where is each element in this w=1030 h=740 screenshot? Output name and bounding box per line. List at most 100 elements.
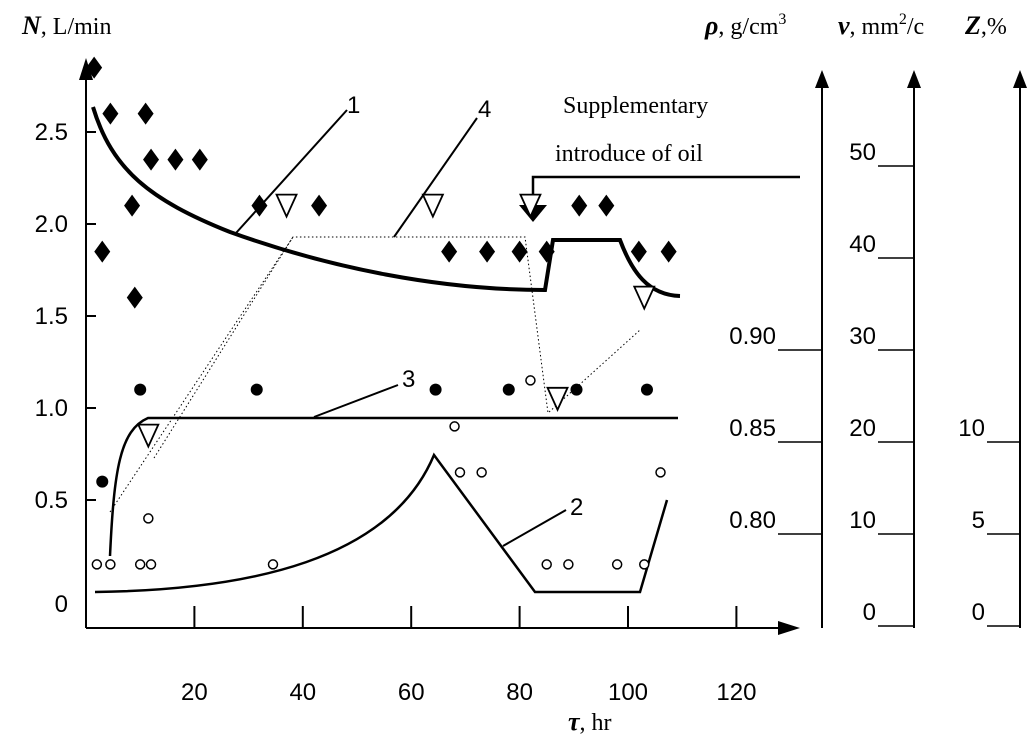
left-axis-arrow xyxy=(79,58,93,80)
nu-axis-arrow xyxy=(907,70,921,88)
nu-tick-label-4: 40 xyxy=(849,231,876,258)
curve-label-1-leader xyxy=(235,109,348,234)
left-tick-label-0: 0 xyxy=(55,591,68,618)
x-axis-ticks: 20 40 60 80 100 120 xyxy=(181,606,756,706)
z-axis-arrow xyxy=(1013,70,1027,88)
series-2-point-9 xyxy=(541,559,552,570)
z-tick-label-0: 0 xyxy=(972,599,985,626)
nu-tick-label-1: 10 xyxy=(849,507,876,534)
series-2-point-14 xyxy=(525,375,536,386)
series-1-point-10 xyxy=(311,194,328,217)
series-1-point-18 xyxy=(660,240,677,263)
series-3-point-2 xyxy=(250,383,263,396)
x-tick-label-20: 20 xyxy=(181,679,208,706)
left-tick-label-3: 1.5 xyxy=(35,303,68,330)
curve-label-1: 1 xyxy=(347,92,360,119)
x-tick-label-100: 100 xyxy=(608,679,648,706)
curve-1 xyxy=(91,106,681,298)
rho-axis-label: ρ, g/cm3 xyxy=(704,11,786,40)
rho-axis-arrow xyxy=(815,70,829,88)
z-tick-label-1: 5 xyxy=(972,507,985,534)
curve-label-3-leader xyxy=(313,384,399,418)
series-4-point-5 xyxy=(632,285,656,311)
annotation-pointer xyxy=(531,175,800,207)
series-2-point-3 xyxy=(145,559,157,570)
series-4-point-2 xyxy=(421,193,445,219)
curve-label-2-leader xyxy=(502,509,567,547)
series-1-point-2 xyxy=(102,102,119,125)
series-3-point-6 xyxy=(640,383,653,396)
left-tick-label-1: 0.5 xyxy=(35,487,68,514)
series-2-point-10 xyxy=(563,559,574,570)
curve-3 xyxy=(108,416,678,557)
rho-tick-label-1: 0.85 xyxy=(729,415,776,442)
series-2-point-5 xyxy=(267,559,279,570)
curve-label-3: 3 xyxy=(402,366,415,393)
series-2-point-1 xyxy=(105,559,116,570)
curve-label-4: 4 xyxy=(478,96,491,123)
nu-tick-label-3: 30 xyxy=(849,323,876,350)
nu-tick-label-0: 0 xyxy=(863,599,876,626)
z-tick-label-2: 10 xyxy=(958,415,985,442)
nu-tick-label-2: 20 xyxy=(849,415,876,442)
series-1-point-6 xyxy=(143,148,160,171)
series-1-point-0 xyxy=(86,56,103,79)
left-tick-label-4: 2.0 xyxy=(35,211,68,238)
series-2-point-11 xyxy=(611,559,623,570)
series-2-point-0 xyxy=(91,559,103,570)
curve-2 xyxy=(94,452,669,594)
series-1-point-9 xyxy=(251,194,268,217)
series-2-point-4 xyxy=(143,513,154,524)
x-tick-label-120: 120 xyxy=(716,679,756,706)
series-3-point-4 xyxy=(502,383,515,396)
z-axis-label: Z,% xyxy=(964,11,1007,40)
curve-4-branch xyxy=(109,236,294,513)
series-4-point-1 xyxy=(275,193,298,219)
series-2-point-12 xyxy=(639,559,650,570)
left-tick-label-5: 2.5 xyxy=(35,119,68,146)
left-axis-label: N, L/min xyxy=(21,11,111,40)
series-1-point-8 xyxy=(191,148,208,171)
x-tick-label-60: 60 xyxy=(398,679,425,706)
curve-label-4-leader xyxy=(393,117,478,238)
nu-axis-label: ν, mm2/c xyxy=(838,11,924,40)
left-axis-ticks: 0 0.5 1.0 1.5 2.0 2.5 xyxy=(35,119,96,618)
series-1-point-7 xyxy=(167,148,184,171)
series-4-point-4 xyxy=(546,386,569,412)
x-axis-arrow xyxy=(778,621,800,635)
x-tick-label-80: 80 xyxy=(506,679,533,706)
series-2-point-13 xyxy=(655,467,666,478)
series-2-point-8 xyxy=(476,467,487,478)
curve-4 xyxy=(153,236,641,459)
series-3-point-0 xyxy=(96,475,109,488)
markers xyxy=(86,56,677,570)
annotation-line-2: introduce of oil xyxy=(555,141,703,167)
annotation-arrowhead xyxy=(519,205,547,222)
series-1-point-15 xyxy=(571,194,588,217)
series-4-point-3 xyxy=(519,193,542,219)
series-1-point-14 xyxy=(538,240,555,263)
series-3-point-5 xyxy=(570,383,583,396)
series-1-point-3 xyxy=(124,194,141,217)
series-2-point-7 xyxy=(454,467,466,478)
series-1-point-4 xyxy=(126,286,143,309)
series-1-point-16 xyxy=(598,194,615,217)
curve-label-2: 2 xyxy=(570,494,583,521)
series-1-point-5 xyxy=(137,102,154,125)
series-1-point-13 xyxy=(511,240,528,263)
series-2-point-6 xyxy=(449,421,460,432)
series-2-point-2 xyxy=(134,559,146,570)
rho-tick-label-2: 0.90 xyxy=(729,323,776,350)
series-1-point-17 xyxy=(630,240,647,263)
series-3-point-3 xyxy=(429,383,442,396)
series-1-point-12 xyxy=(479,240,496,263)
annotation-line-1: Supplementary xyxy=(563,93,708,119)
x-axis-label: τ, hr xyxy=(568,707,612,736)
rho-tick-label-0: 0.80 xyxy=(729,507,776,534)
x-tick-label-40: 40 xyxy=(289,679,316,706)
right-axes-ticks: 0.80 0.85 0.90 0 10 20 30 40 50 0 5 10 xyxy=(729,139,1020,627)
left-tick-label-2: 1.0 xyxy=(35,395,68,422)
series-4-point-0 xyxy=(136,423,160,449)
series-3-point-1 xyxy=(134,383,147,396)
